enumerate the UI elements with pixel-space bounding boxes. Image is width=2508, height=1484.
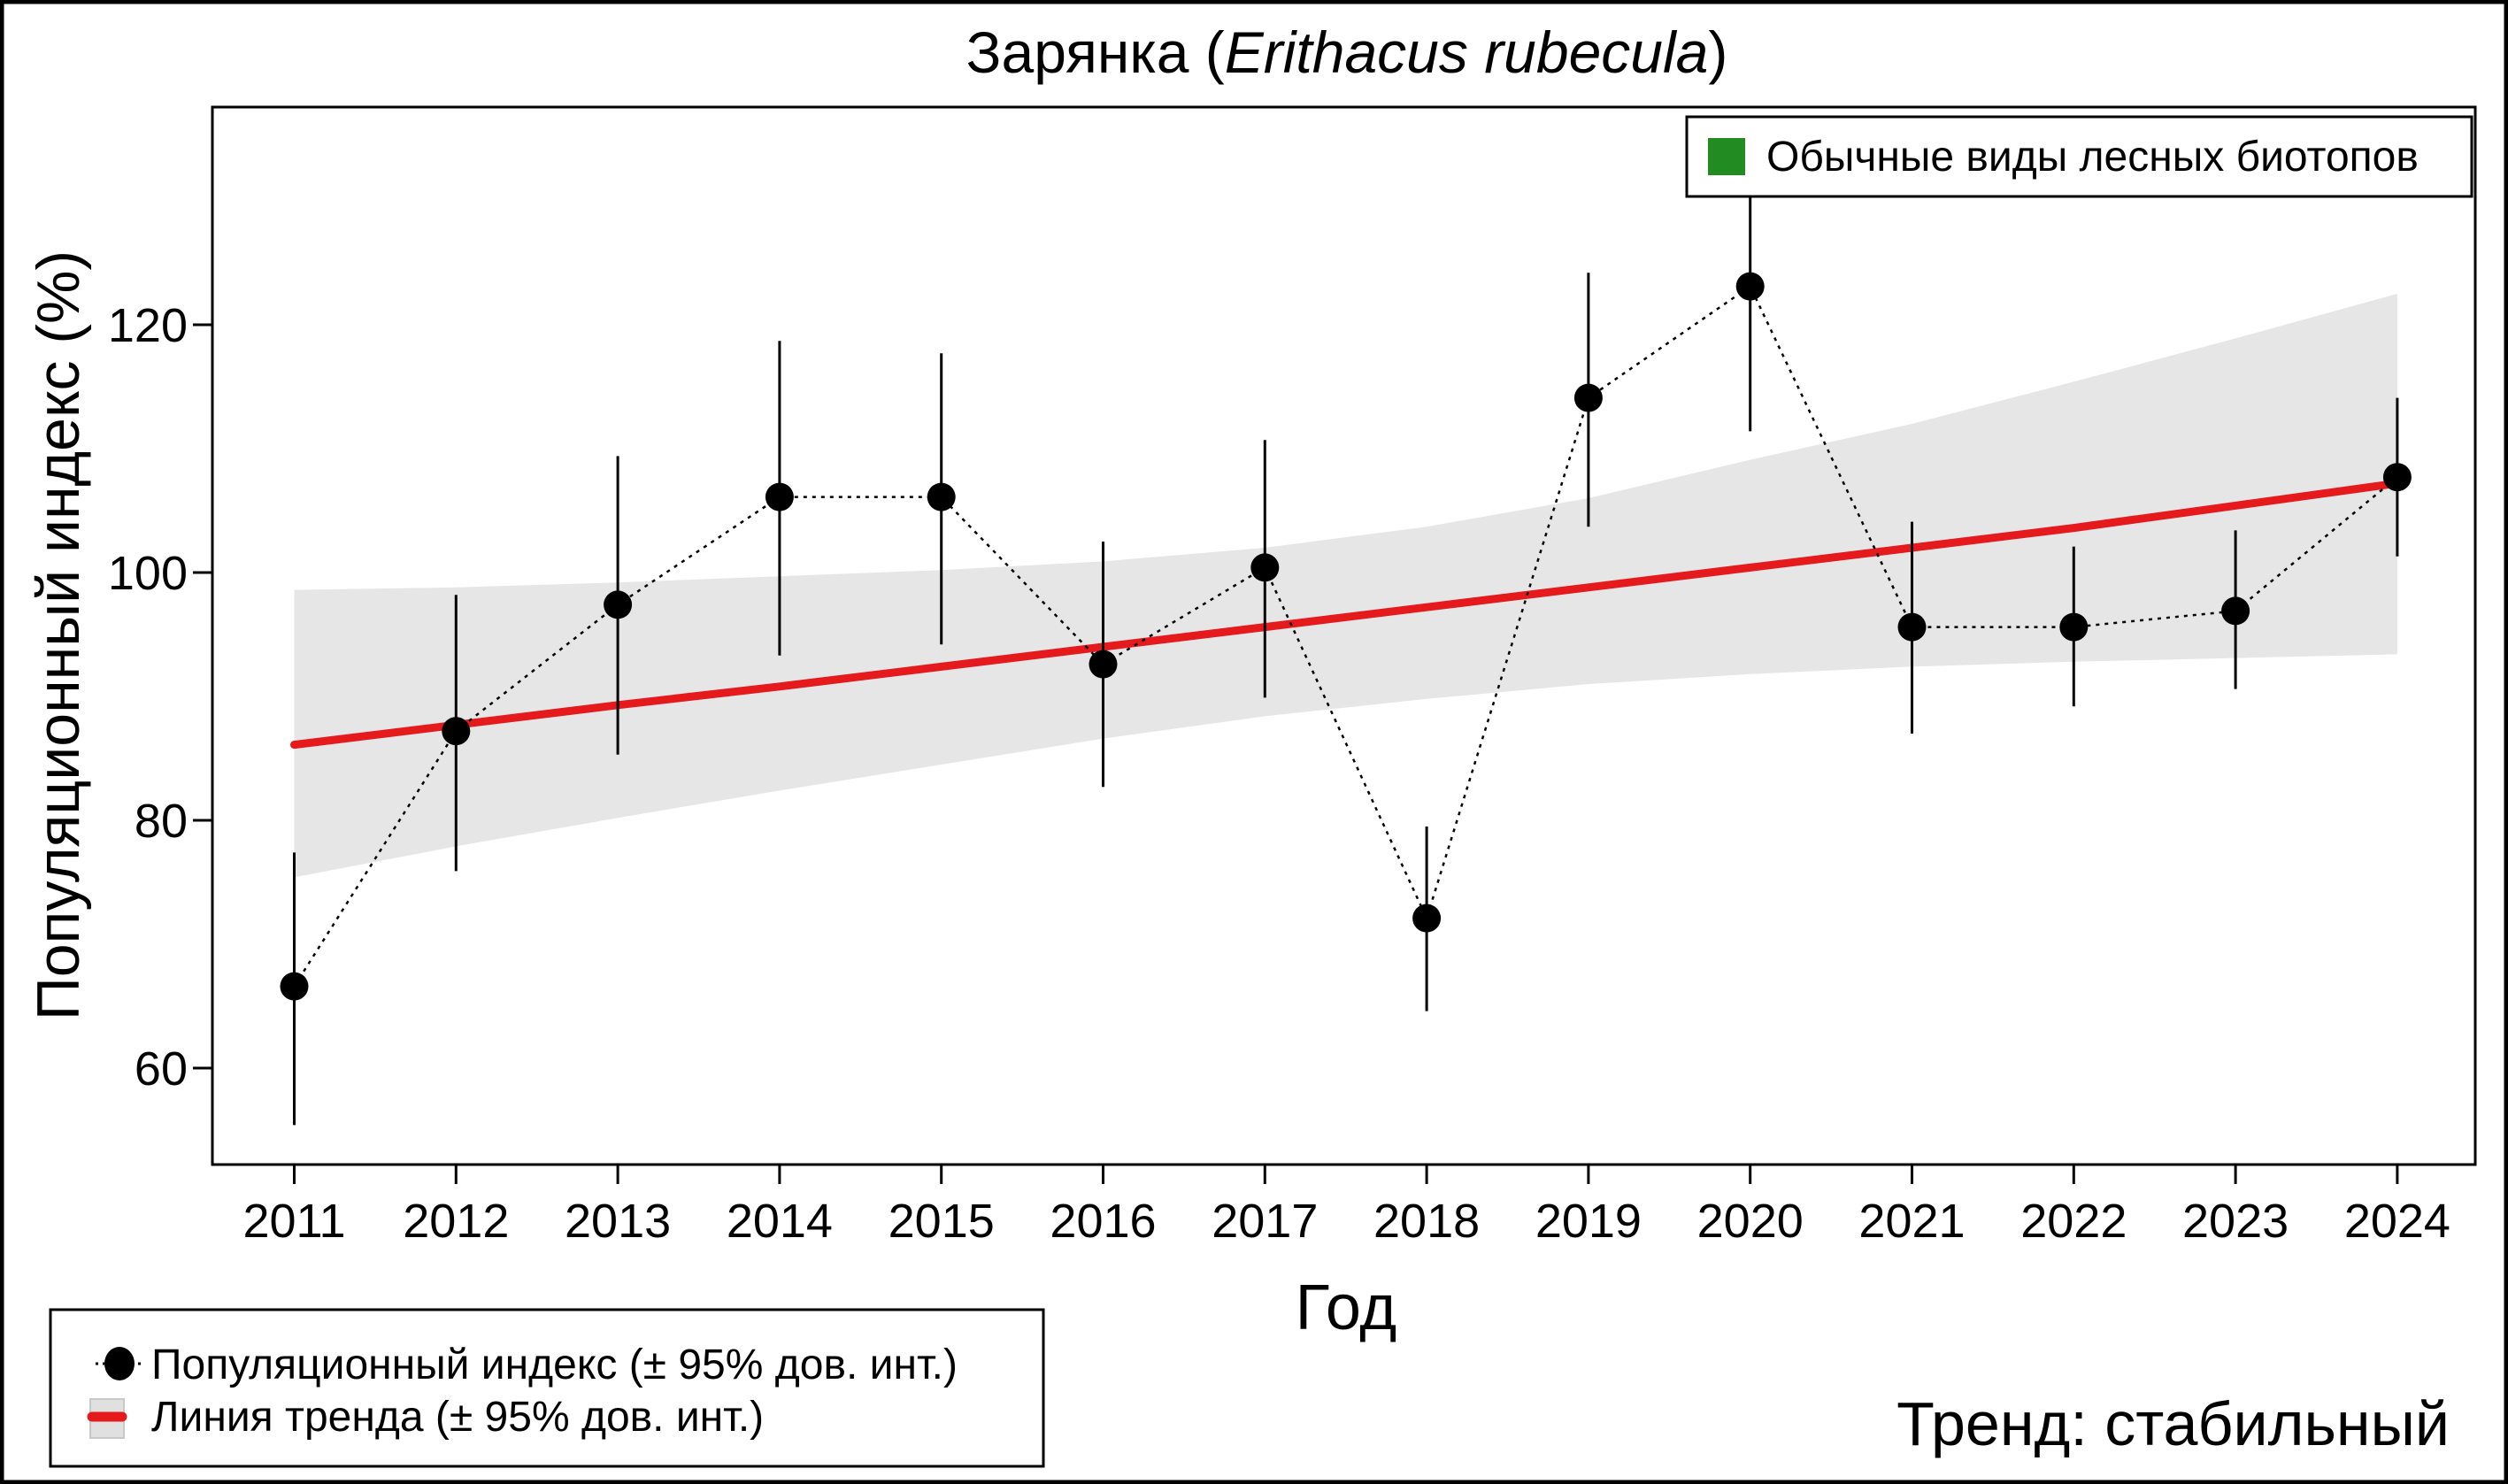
title-latin: Erithacus rubecula	[1225, 19, 1709, 85]
habitat-legend: Обычные виды лесных биотопов	[1685, 115, 2473, 198]
legend-point-icon	[104, 1347, 135, 1380]
data-point	[1412, 903, 1442, 933]
x-tick-label: 2014	[727, 1195, 833, 1248]
y-tick-label: 60	[135, 1042, 188, 1096]
data-point	[2221, 596, 2250, 626]
trend-status-annotation: Тренд: стабильный	[1896, 1389, 2450, 1458]
x-tick-label: 2013	[565, 1195, 671, 1248]
y-tick-label: 100	[108, 547, 188, 600]
plot-frame	[211, 105, 2477, 1166]
x-tick-label: 2023	[2182, 1195, 2289, 1248]
data-point	[442, 717, 471, 746]
data-point	[927, 482, 956, 511]
legend-trend-label: Линия тренда (± 95% дов. инт.)	[151, 1394, 764, 1441]
legend-item-index: Популяционный индекс (± 95% дов. инт.)	[96, 1342, 958, 1388]
index-dotted-line	[293, 284, 2398, 988]
data-point	[1250, 553, 1280, 582]
data-point	[280, 972, 309, 1001]
data-point	[2059, 612, 2089, 642]
y-axis: 60 80 100 120	[108, 299, 212, 1096]
legend-index-label: Популяционный индекс (± 95% дов. инт.)	[151, 1342, 958, 1388]
x-axis: 2011 2012 2013 2014 2015 2016 2017 2018 2019 2020…	[242, 1165, 2450, 1248]
x-tick-label: 2012	[403, 1195, 509, 1248]
x-tick-label: 2017	[1212, 1195, 1318, 1248]
legend-item-trend: Линия тренда (± 95% дов. инт.)	[87, 1394, 764, 1441]
habitat-color-swatch	[1708, 138, 1745, 175]
title-common: Зарянка	[966, 19, 1189, 85]
index-line-layer	[293, 284, 2398, 988]
title-paren-open: (	[1189, 19, 1224, 85]
title-paren-close: )	[1708, 19, 1727, 85]
data-point	[765, 482, 794, 511]
habitat-legend-label: Обычные виды лесных биотопов	[1766, 134, 2419, 181]
x-tick-label: 2024	[2344, 1195, 2450, 1248]
trend-line	[290, 479, 2402, 750]
x-tick-label: 2011	[242, 1195, 345, 1248]
y-tick-label: 120	[108, 299, 188, 352]
index-points-layer	[280, 272, 2412, 1001]
x-tick-label: 2022	[2020, 1195, 2127, 1248]
x-tick-label: 2015	[889, 1195, 995, 1248]
x-tick-label: 2018	[1373, 1195, 1480, 1248]
x-tick-label: 2016	[1050, 1195, 1156, 1248]
y-axis-label: Популяционный индекс (%)	[25, 250, 92, 1020]
x-axis-label: Год	[1296, 1273, 1397, 1343]
data-point	[2382, 463, 2412, 492]
series-legend: Популяционный индекс (± 95% дов. инт.) Л…	[49, 1308, 1045, 1468]
x-tick-label: 2020	[1697, 1195, 1804, 1248]
data-point	[1573, 383, 1603, 412]
data-point	[1897, 612, 1927, 642]
x-tick-label: 2021	[1858, 1195, 1965, 1248]
data-point	[1089, 650, 1118, 679]
trend-line-layer	[290, 479, 2402, 750]
series-legend-box	[49, 1308, 1045, 1468]
habitat-legend-box	[1685, 115, 2473, 198]
trend-band-layer	[294, 294, 2397, 878]
chart-title: Зарянка (Erithacus rubecula)	[966, 19, 1728, 85]
data-point	[1735, 272, 1765, 301]
y-tick-label: 80	[135, 795, 188, 848]
data-point	[604, 590, 633, 619]
x-tick-label: 2019	[1535, 1195, 1642, 1248]
trend-confidence-band	[294, 294, 2397, 878]
